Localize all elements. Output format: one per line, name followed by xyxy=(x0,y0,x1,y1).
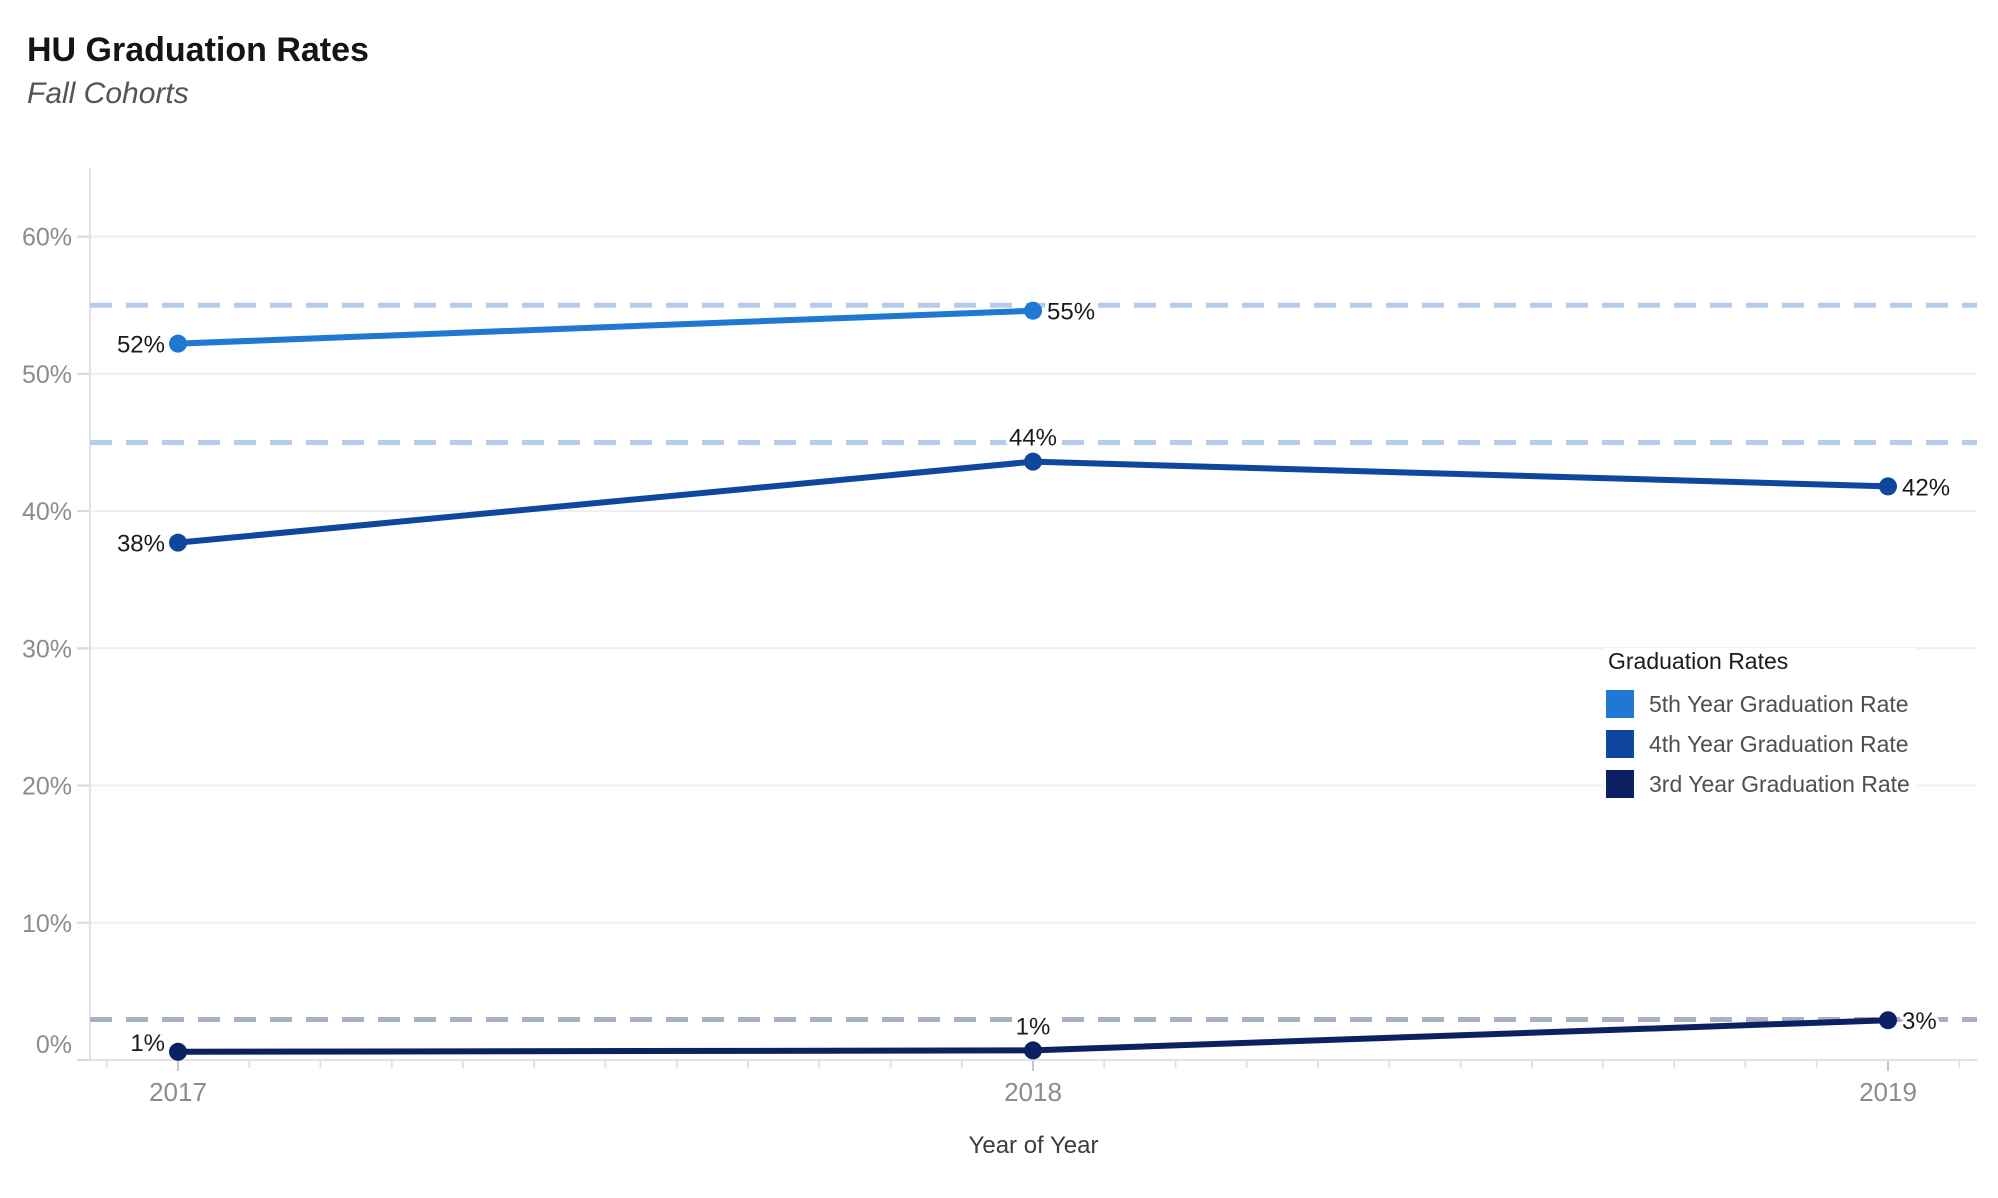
data-point-label: 38% xyxy=(117,531,165,558)
legend: Graduation Rates 5th Year Graduation Rat… xyxy=(1604,648,1916,806)
legend-item-label: 5th Year Graduation Rate xyxy=(1649,690,1909,717)
chart-title: HU Graduation Rates xyxy=(27,31,369,69)
data-point-label: 55% xyxy=(1047,299,1095,326)
legend-item-5th-year[interactable]: 5th Year Graduation Rate xyxy=(1606,684,1910,724)
x-tick-label: 2017 xyxy=(149,1077,207,1107)
y-tick-label: 10% xyxy=(22,910,72,938)
x-tick-label: 2019 xyxy=(1859,1077,1917,1107)
x-tick-label: 2018 xyxy=(1004,1077,1062,1107)
data-point-label: 44% xyxy=(1009,425,1057,452)
series-line-4th-year-graduation-rate[interactable] xyxy=(175,458,1891,546)
series-line-5th-year-graduation-rate[interactable] xyxy=(175,307,1036,347)
chart-subtitle: Fall Cohorts xyxy=(27,77,189,110)
y-tick-label: 50% xyxy=(22,361,72,389)
legend-swatch-5th-year xyxy=(1606,690,1634,718)
data-point-5th-year-graduation-rate-2017[interactable] xyxy=(169,334,187,353)
data-point-label: 52% xyxy=(117,332,165,359)
data-point-3rd-year-graduation-rate-2017[interactable] xyxy=(169,1042,187,1061)
data-point-label: 1% xyxy=(1016,1013,1051,1040)
data-point-4th-year-graduation-rate-2019[interactable] xyxy=(1879,477,1897,496)
legend-swatch-3rd-year xyxy=(1606,770,1634,798)
data-point-4th-year-graduation-rate-2018[interactable] xyxy=(1024,452,1042,471)
data-point-3rd-year-graduation-rate-2018[interactable] xyxy=(1024,1041,1042,1060)
data-point-label: 3% xyxy=(1902,1008,1937,1035)
data-point-5th-year-graduation-rate-2018[interactable] xyxy=(1024,301,1042,320)
legend-item-label: 3rd Year Graduation Rate xyxy=(1649,770,1910,797)
y-tick-label: 30% xyxy=(22,635,72,663)
legend-item-3rd-year[interactable]: 3rd Year Graduation Rate xyxy=(1606,764,1910,804)
y-tick-label: 40% xyxy=(22,498,72,526)
legend-swatch-4th-year xyxy=(1606,730,1634,758)
y-tick-label: 0% xyxy=(36,1031,72,1059)
legend-item-4th-year[interactable]: 4th Year Graduation Rate xyxy=(1606,724,1910,764)
data-point-3rd-year-graduation-rate-2019[interactable] xyxy=(1879,1011,1897,1030)
x-axis-title: Year of Year xyxy=(969,1132,1099,1159)
y-tick-label: 20% xyxy=(22,773,72,801)
data-point-label: 1% xyxy=(130,1030,165,1057)
data-point-4th-year-graduation-rate-2017[interactable] xyxy=(169,533,187,552)
data-point-label: 42% xyxy=(1902,474,1950,501)
y-tick-label: 60% xyxy=(22,224,72,252)
legend-item-label: 4th Year Graduation Rate xyxy=(1649,730,1909,757)
legend-title: Graduation Rates xyxy=(1608,648,1789,674)
